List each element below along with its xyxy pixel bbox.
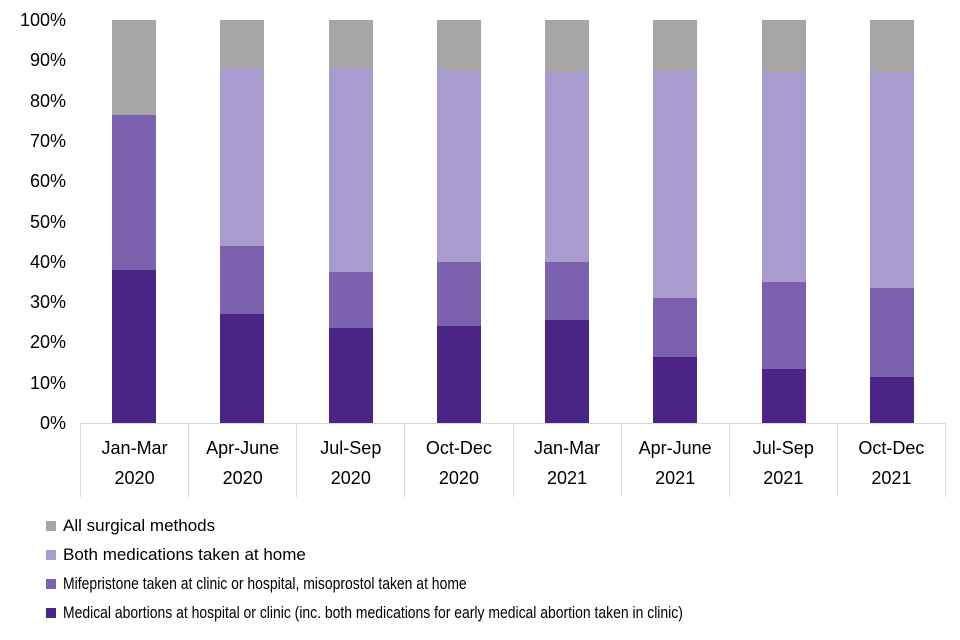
x-axis-label-year: 2020 bbox=[222, 468, 263, 488]
y-tick-label: 0% bbox=[39, 413, 66, 433]
bar-segment bbox=[112, 114, 157, 270]
bar-segment bbox=[328, 68, 373, 272]
bar-column bbox=[80, 20, 188, 423]
stacked-bar bbox=[545, 20, 590, 423]
legend-swatch bbox=[46, 520, 56, 531]
y-tick-label: 60% bbox=[29, 171, 66, 192]
y-tick-label: 80% bbox=[29, 90, 66, 111]
bar-segment bbox=[112, 269, 157, 423]
x-axis-label-year: 2021 bbox=[547, 468, 588, 488]
stacked-bar bbox=[869, 20, 914, 423]
bar-segment bbox=[653, 20, 698, 71]
legend-item: Mifepristone taken at clinic or hospital… bbox=[46, 569, 819, 598]
x-axis-line bbox=[80, 423, 946, 424]
bar-segment bbox=[545, 320, 590, 423]
legend-item: Medical abortions at hospital or clinic … bbox=[46, 598, 819, 627]
stacked-bar bbox=[653, 20, 698, 423]
x-axis-label-year: 2020 bbox=[330, 468, 371, 488]
bar-segment bbox=[436, 261, 481, 327]
x-axis: Jan-Mar 2020 Apr-June 2020 Jul-Sep 2020 Oct-De… bbox=[80, 424, 946, 497]
y-tick-label: 100% bbox=[19, 10, 66, 30]
legend-label: Both medications taken at home bbox=[63, 544, 306, 564]
bar-segment bbox=[220, 314, 265, 423]
x-axis-label-year: 2021 bbox=[655, 468, 696, 488]
bar-segment bbox=[869, 376, 914, 423]
bar-segment bbox=[761, 72, 806, 282]
legend-label: All surgical methods bbox=[63, 515, 216, 535]
y-tick-label: 10% bbox=[29, 372, 66, 393]
x-axis-label-quarter: Oct-Dec bbox=[425, 438, 492, 458]
x-axis-label: Oct-Dec 2020 bbox=[404, 424, 512, 497]
stacked-bar bbox=[220, 20, 265, 423]
bar-segment bbox=[653, 356, 698, 423]
bar-segment bbox=[436, 326, 481, 423]
x-axis-label-year: 2021 bbox=[763, 468, 804, 488]
bar-segment bbox=[220, 20, 265, 69]
legend-item: All surgical methods bbox=[46, 511, 819, 540]
bar-segment bbox=[436, 70, 481, 262]
x-axis-label-year: 2020 bbox=[114, 468, 155, 488]
legend: All surgical methods Both medications tak… bbox=[46, 511, 819, 627]
stacked-bar bbox=[761, 20, 806, 423]
legend-item: Both medications taken at home bbox=[46, 540, 819, 569]
x-axis-label-quarter: Jul-Sep bbox=[320, 438, 382, 458]
legend-swatch bbox=[46, 549, 56, 560]
x-axis-label: Jan-Mar 2021 bbox=[512, 424, 621, 497]
bar-segment bbox=[545, 261, 590, 321]
bar-segment bbox=[112, 20, 157, 115]
bar-column bbox=[513, 20, 621, 423]
plot-area bbox=[80, 20, 946, 423]
y-tick-label: 20% bbox=[29, 332, 66, 353]
bar-column bbox=[405, 20, 513, 423]
bar-segment bbox=[761, 368, 806, 423]
x-axis-label-quarter: Jan-Mar bbox=[534, 438, 601, 458]
bar-segment bbox=[545, 72, 590, 262]
x-axis-label: Jul-Sep 2020 bbox=[296, 424, 404, 497]
x-axis-label: Jan-Mar 2020 bbox=[80, 424, 188, 497]
bar-segment bbox=[220, 245, 265, 315]
y-tick-label: 40% bbox=[29, 251, 66, 272]
y-tick-label: 70% bbox=[29, 130, 66, 151]
x-axis-label: Apr-June 2021 bbox=[620, 424, 729, 497]
y-tick-label: 30% bbox=[29, 292, 66, 313]
x-axis-label: Apr-June 2020 bbox=[188, 424, 296, 497]
bar-segment bbox=[328, 328, 373, 423]
bar-segment bbox=[869, 20, 914, 73]
bar-column bbox=[730, 20, 838, 423]
x-axis-label-quarter: Apr-June bbox=[206, 438, 280, 458]
x-axis-label: Oct-Dec 2021 bbox=[836, 424, 946, 497]
x-axis-label-year: 2020 bbox=[438, 468, 479, 488]
legend-swatch bbox=[46, 607, 56, 618]
bar-column bbox=[188, 20, 296, 423]
stacked-bar bbox=[328, 20, 373, 423]
bar-segment bbox=[653, 298, 698, 357]
legend-swatch bbox=[46, 578, 56, 589]
legend-label: Mifepristone taken at clinic or hospital… bbox=[63, 573, 467, 593]
x-axis-label-quarter: Oct-Dec bbox=[858, 438, 925, 458]
bar-segment bbox=[869, 288, 914, 377]
bar-segment bbox=[869, 72, 914, 288]
x-axis-label-quarter: Jul-Sep bbox=[752, 438, 814, 458]
x-axis-label-quarter: Jan-Mar bbox=[101, 438, 168, 458]
bar-column bbox=[621, 20, 729, 423]
bar-column bbox=[838, 20, 946, 423]
stacked-bar bbox=[112, 20, 157, 423]
y-tick-label: 90% bbox=[29, 50, 66, 71]
bar-segment bbox=[436, 20, 481, 71]
bar-segment bbox=[328, 271, 373, 329]
x-axis-label: Jul-Sep 2021 bbox=[728, 424, 837, 497]
y-tick-label: 50% bbox=[29, 211, 66, 232]
bar-column bbox=[297, 20, 405, 423]
bar-segment bbox=[761, 20, 806, 73]
legend-label: Medical abortions at hospital or clinic … bbox=[63, 602, 683, 622]
bar-segment bbox=[545, 20, 590, 73]
stacked-bar bbox=[436, 20, 481, 423]
x-axis-label-quarter: Apr-June bbox=[638, 438, 712, 458]
bar-segment bbox=[761, 281, 806, 369]
x-axis-label-year: 2021 bbox=[871, 468, 912, 488]
bar-segment bbox=[220, 68, 265, 246]
bar-segment bbox=[653, 70, 698, 299]
bar-segment bbox=[328, 20, 373, 69]
